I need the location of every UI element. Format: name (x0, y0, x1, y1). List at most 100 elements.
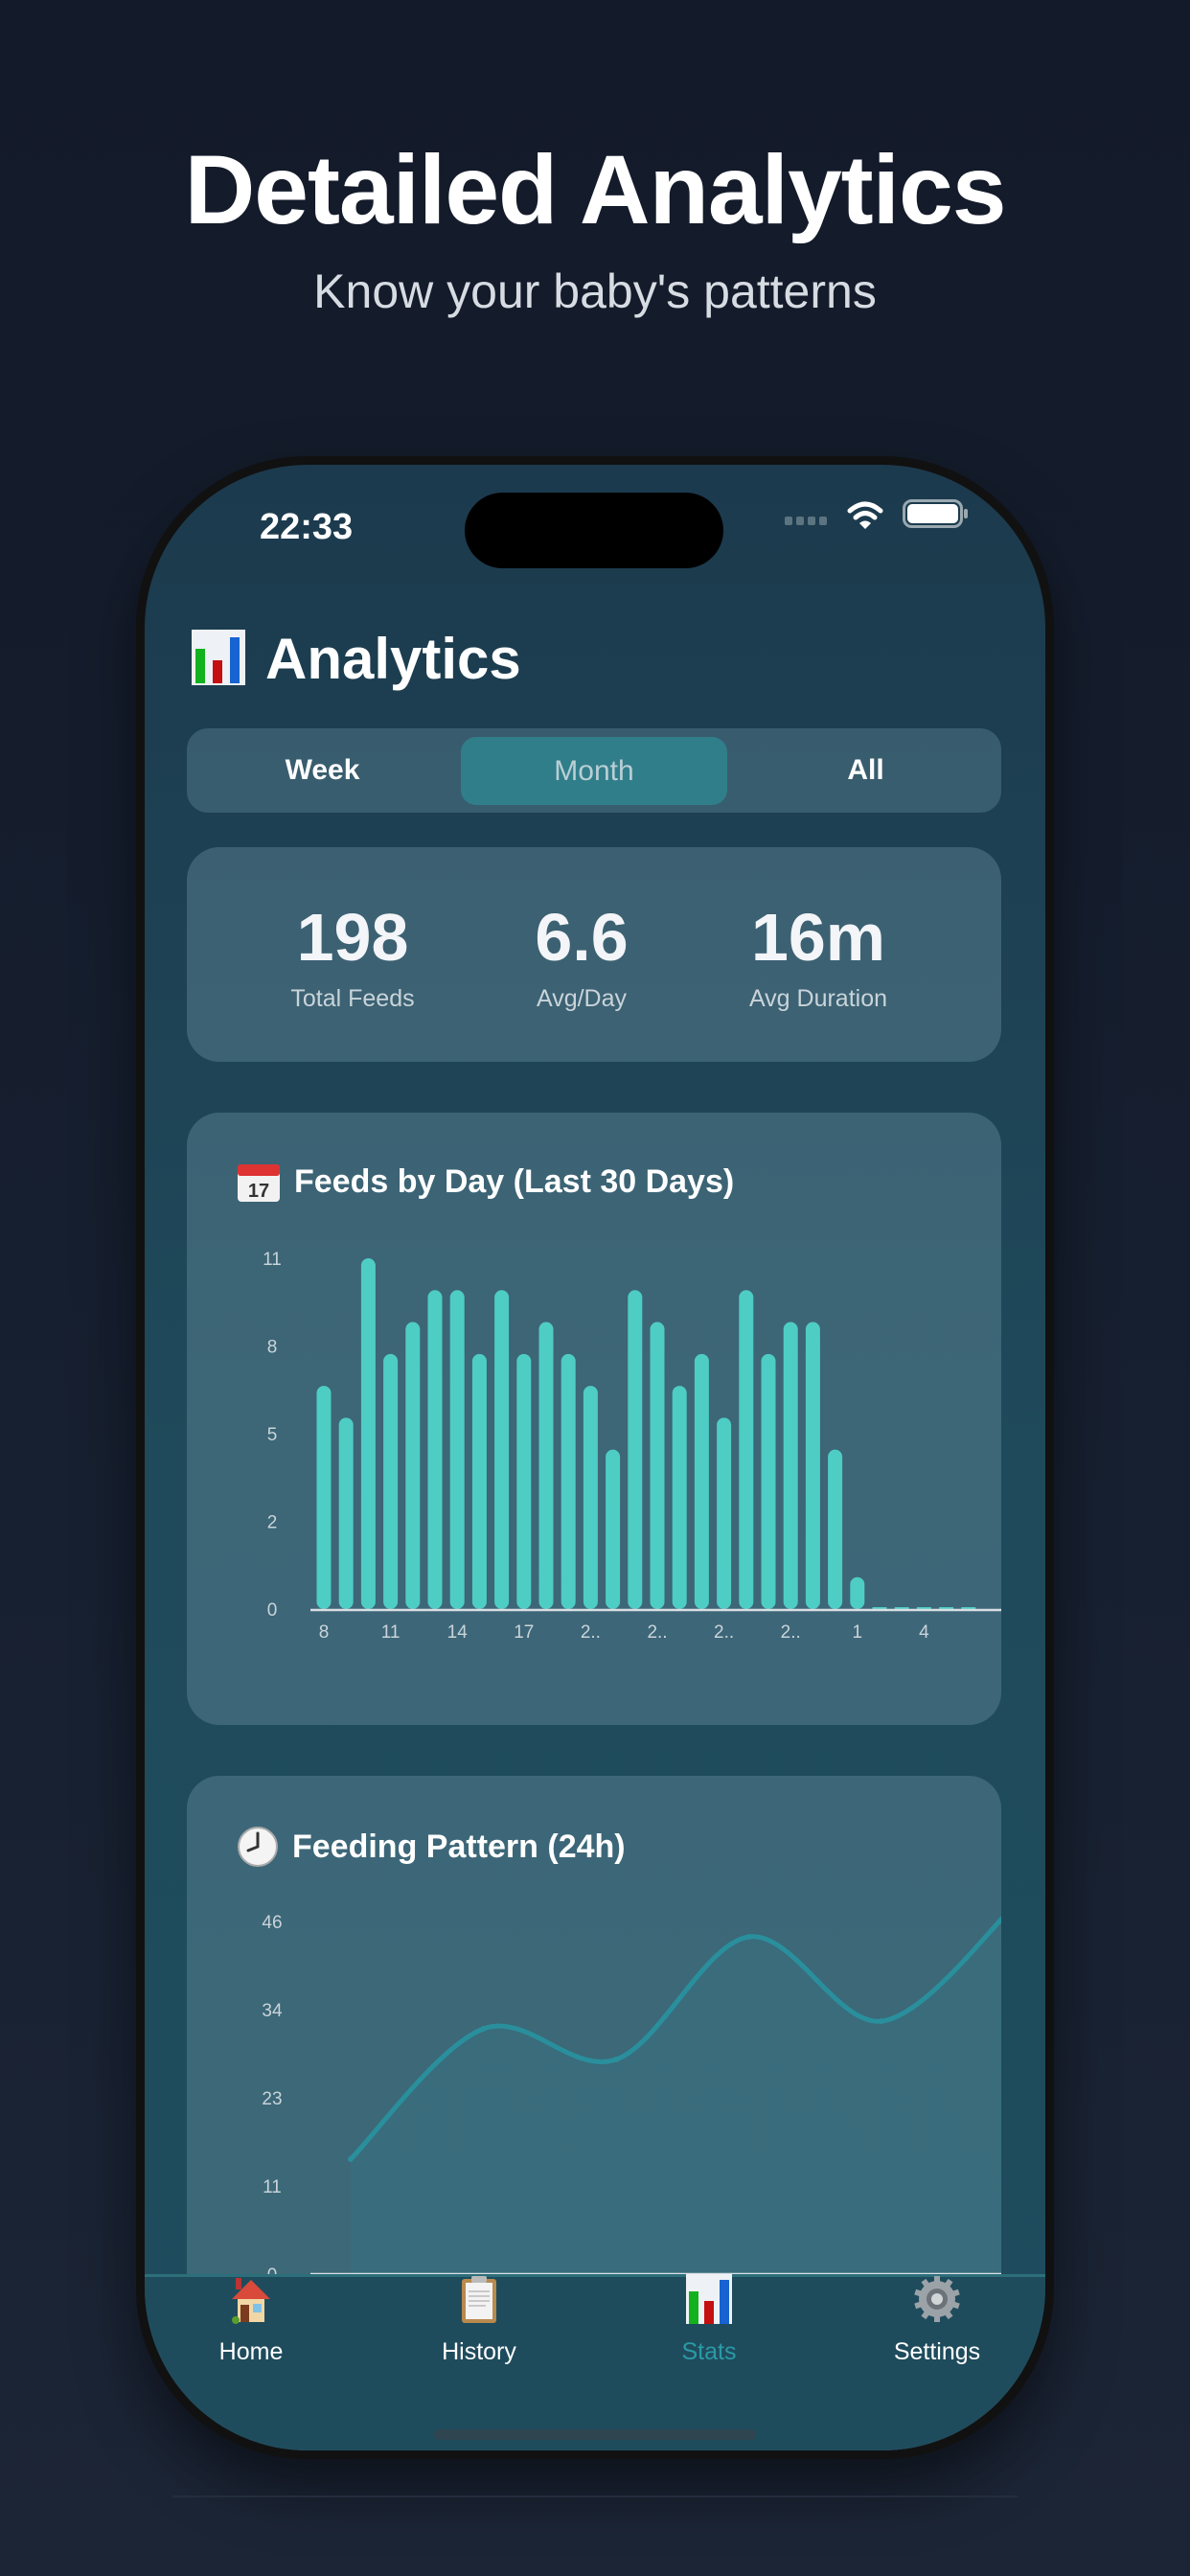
bar (338, 1417, 354, 1609)
clock-icon (238, 1827, 278, 1867)
bar (360, 1258, 376, 1609)
page-title: Analytics (265, 627, 521, 691)
area-fill (351, 1919, 1001, 2274)
tab-home[interactable]: Home (155, 2274, 347, 2366)
home-indicator[interactable] (434, 2429, 756, 2440)
gear-tooth (943, 2310, 953, 2320)
bar (383, 1353, 399, 1609)
clipboard-icon (462, 2276, 496, 2323)
tab-label: Settings (893, 2338, 981, 2365)
chart-title-text: Feeds by Day (Last 30 Days) (294, 1162, 735, 1200)
stat-value: 16m (750, 900, 886, 975)
gear-tooth (921, 2310, 931, 2320)
tab-history[interactable]: History (383, 2274, 575, 2366)
bar (606, 1449, 621, 1609)
data-point (879, 2018, 884, 2024)
gear-icon (914, 2276, 960, 2322)
y-tick-label: 0 (267, 1600, 278, 1621)
gear-tooth (943, 2278, 953, 2288)
bar (916, 1607, 931, 1609)
stat-avg-duration: 16m Avg Duration (684, 899, 952, 1013)
y-tick-label: 8 (267, 1338, 278, 1358)
summary-stats-card: 198 Total Feeds 6.6 Avg/Day 16m Avg Duratio… (187, 847, 1001, 1062)
data-point (613, 2057, 619, 2062)
data-point (348, 2156, 354, 2162)
x-tick-label: 8 (319, 1622, 330, 1643)
stat-value: 198 (296, 900, 409, 975)
bar (583, 1386, 598, 1609)
bar (961, 1607, 976, 1609)
y-tick-label: 34 (262, 2001, 283, 2021)
stat-label: Total Feeds (290, 985, 415, 1012)
stat-label: Avg Duration (748, 985, 888, 1012)
chart-title: 17 Feeds by Day (Last 30 Days) (237, 1161, 734, 1203)
bar-chart-icon (686, 2274, 732, 2324)
gear-tooth (934, 2314, 940, 2322)
bar (717, 1417, 732, 1609)
bar (872, 1607, 887, 1609)
stat-avg-day: 6.6 Avg/Day (447, 899, 716, 1013)
chart-title: Feeding Pattern (24h) (237, 1826, 626, 1868)
x-tick-label: 11 (381, 1622, 400, 1643)
bar (761, 1353, 776, 1609)
bar (494, 1290, 510, 1609)
bar (739, 1290, 754, 1609)
y-tick-label: 11 (263, 2177, 282, 2197)
bar (828, 1449, 843, 1609)
bar (471, 1353, 487, 1609)
tab-label: Home (218, 2338, 284, 2365)
bar (805, 1322, 820, 1609)
gear-tooth (921, 2278, 931, 2288)
bar (850, 1576, 865, 1609)
svg-text:17: 17 (248, 1181, 269, 1202)
x-tick-label: 2.. (581, 1622, 601, 1643)
tab-stats[interactable]: Stats (613, 2274, 805, 2366)
feeds-by-day-card: 17 Feeds by Day (Last 30 Days) 0 2 5 8 11 8 11… (187, 1113, 1001, 1725)
tab-settings[interactable]: Settings (841, 2274, 1033, 2366)
gear-tooth (934, 2276, 940, 2284)
y-tick-label: 23 (262, 2089, 282, 2109)
x-tick-label: 14 (447, 1622, 469, 1643)
house-icon (232, 2278, 270, 2324)
phone-screen: 22:33 Analytics Week Month All 198 Total … (145, 465, 1045, 2450)
bar (783, 1322, 798, 1609)
status-time: 22:33 (260, 507, 354, 547)
hero-subtitle: Know your baby's patterns (313, 264, 877, 318)
bar (628, 1290, 643, 1609)
gear-tooth (914, 2301, 924, 2310)
battery-icon (903, 499, 968, 528)
stat-value: 6.6 (535, 900, 629, 975)
dynamic-island (465, 493, 723, 568)
segment-all[interactable]: All (847, 754, 884, 786)
data-point (745, 1934, 752, 1940)
calendar-icon: 17 (238, 1164, 280, 1202)
tab-label: Stats (681, 2338, 737, 2365)
x-tick-label: 1 (853, 1622, 863, 1643)
segment-month[interactable]: Month (461, 737, 727, 805)
y-tick-label: 2 (267, 1513, 278, 1533)
x-tick-label: 2.. (714, 1622, 734, 1643)
stat-label: Avg/Day (536, 985, 628, 1012)
gear-tooth (950, 2301, 960, 2310)
y-tick-label: 46 (262, 1913, 282, 1933)
bar (694, 1353, 709, 1609)
stat-total-feeds: 198 Total Feeds (218, 899, 487, 1013)
bar (316, 1386, 332, 1609)
tab-bar (145, 2274, 1045, 2450)
bar (427, 1290, 443, 1609)
hero-title: Detailed Analytics (184, 135, 1007, 244)
bar (538, 1322, 554, 1609)
wifi-icon (847, 501, 883, 529)
bar (516, 1353, 532, 1609)
bar (894, 1607, 909, 1609)
gear-tooth (914, 2288, 924, 2297)
period-segmented-control: Week Month All (187, 728, 1001, 813)
x-tick-label: 4 (919, 1622, 929, 1643)
gear-tooth (950, 2288, 960, 2297)
data-point (480, 2026, 487, 2032)
divider (172, 2496, 1018, 2497)
segment-week[interactable]: Week (285, 754, 360, 786)
x-tick-label: 17 (514, 1622, 534, 1643)
chart-title-text: Feeding Pattern (24h) (292, 1828, 626, 1865)
